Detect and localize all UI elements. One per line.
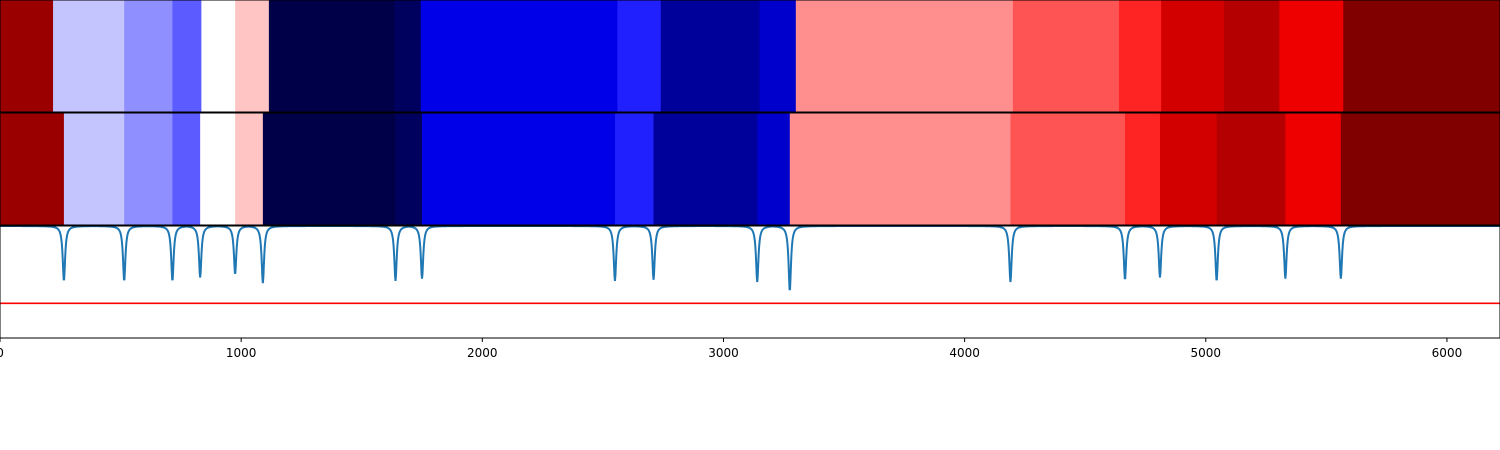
heatmap-cell <box>653 113 758 225</box>
heatmap-cell <box>124 0 174 112</box>
heatmap-cell <box>394 0 422 112</box>
heatmap-cell <box>1118 0 1162 112</box>
heatmap-cell <box>617 0 662 112</box>
heatmap-cell <box>1343 0 1500 112</box>
heatmap-cell <box>1223 0 1280 112</box>
heatmap-cell <box>795 0 1014 112</box>
heatmap-cell <box>759 0 797 112</box>
heatmap-cell <box>63 113 125 225</box>
heatmap-cell <box>1285 113 1342 225</box>
x-tick-label: 0 <box>0 346 4 360</box>
heatmap-cell <box>268 0 395 112</box>
heatmap-cell <box>614 113 655 225</box>
heatmap-row-1 <box>0 0 1500 112</box>
axes-border <box>0 225 1500 339</box>
heatmap-cell <box>235 113 264 225</box>
x-tick-label: 6000 <box>1432 346 1463 360</box>
heatmap-cell <box>1279 0 1344 112</box>
heatmap-cell <box>53 0 125 112</box>
heatmap-cell <box>789 113 1012 225</box>
heatmap-cell <box>0 0 54 112</box>
heatmap-cell <box>0 113 65 225</box>
x-tick-label: 3000 <box>708 346 739 360</box>
heatmap-cell <box>172 0 202 112</box>
heatmap-cell <box>124 113 174 225</box>
axes-border <box>0 0 1500 113</box>
x-tick-label: 4000 <box>949 346 980 360</box>
heatmap-cell <box>1340 113 1500 225</box>
heatmap-cell <box>1125 113 1161 225</box>
heatmap-cell <box>262 113 397 225</box>
heatmap-cell <box>420 0 618 112</box>
heatmap-cell <box>660 0 761 112</box>
heatmap-cell <box>201 0 236 112</box>
heatmap-cell <box>1012 0 1120 112</box>
heatmap-cell <box>1010 113 1126 225</box>
heatmap-cell <box>757 113 791 225</box>
heatmap-cell <box>422 113 616 225</box>
heatmap-cell <box>235 0 270 112</box>
heatmap-cell <box>1216 113 1286 225</box>
heatmap-row-2 <box>0 113 1500 225</box>
heatmap-cell <box>1161 0 1225 112</box>
heatmap-cell <box>200 113 236 225</box>
x-tick-label: 1000 <box>226 346 257 360</box>
x-axis-ticks: 0 1000 2000 3000 4000 5000 6000 <box>0 338 1462 360</box>
axes-frame <box>0 0 1500 339</box>
x-tick-label: 5000 <box>1191 346 1222 360</box>
signal-line <box>0 225 1500 291</box>
axes-border <box>0 112 1500 226</box>
heatmap-cell <box>1159 113 1218 225</box>
x-tick-label: 2000 <box>467 346 498 360</box>
heatmap-cell <box>395 113 423 225</box>
signal-plot <box>0 225 1500 305</box>
heatmap-cell <box>172 113 201 225</box>
